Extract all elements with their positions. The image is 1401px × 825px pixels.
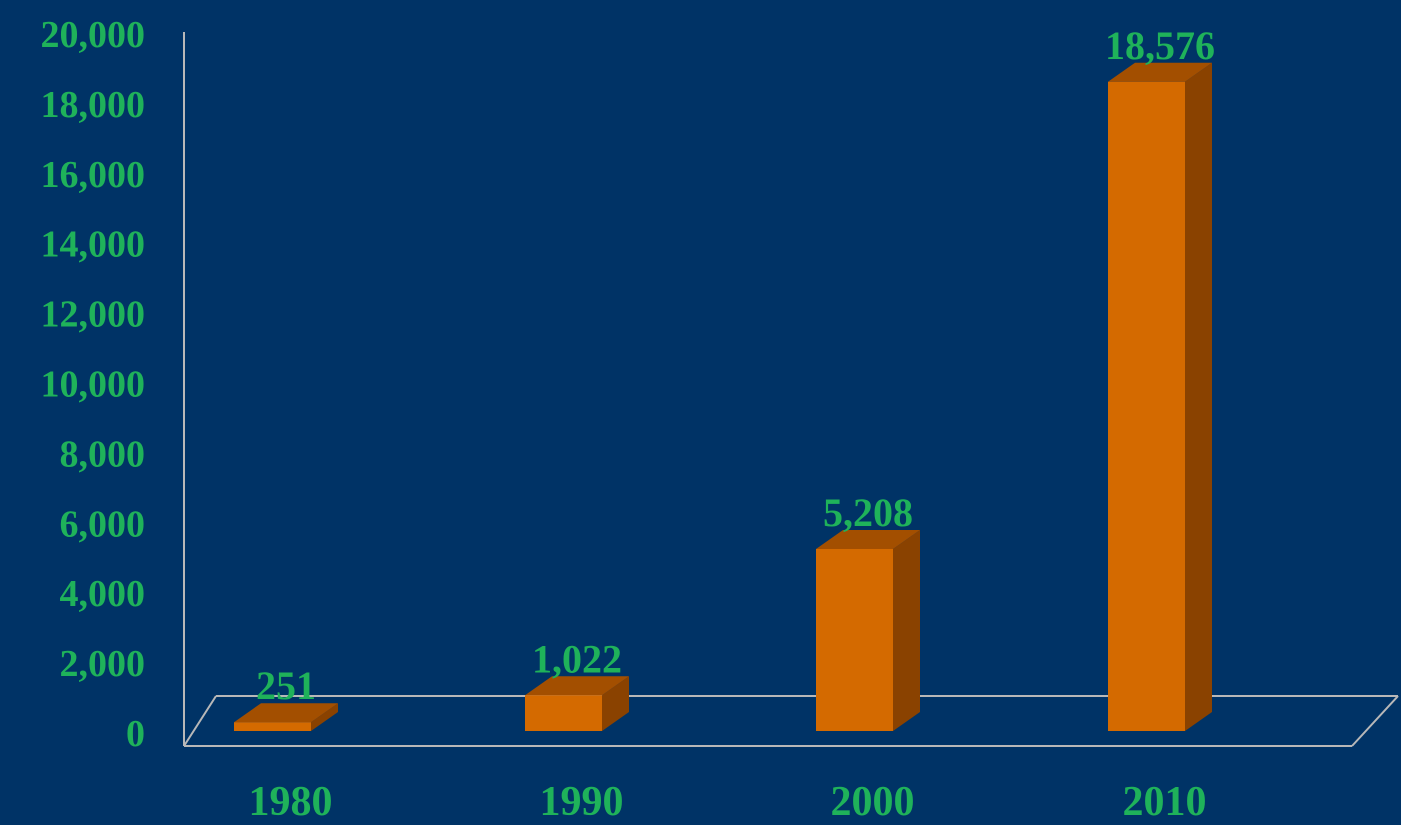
y-tick-label: 4,000 <box>60 573 146 615</box>
bar-2000 <box>816 529 920 731</box>
y-tick-label: 16,000 <box>41 154 146 196</box>
floor-right-edge <box>1351 695 1399 747</box>
bar-front-face <box>234 722 311 731</box>
bar-side-face <box>311 703 338 731</box>
bar-2010 <box>1108 62 1212 731</box>
data-label: 18,576 <box>1105 23 1215 68</box>
y-tick-labels: 0 2,000 4,000 6,000 8,000 10,000 12,000 14,000 1… <box>41 14 146 755</box>
y-tick-label: 18,000 <box>41 84 146 126</box>
bar-top-face <box>1108 62 1212 82</box>
data-labels: 251 1,022 5,208 18,576 <box>256 23 1215 708</box>
bar-top-face <box>816 529 920 549</box>
bar-1990 <box>525 676 629 731</box>
y-tick-label: 14,000 <box>41 224 146 266</box>
y-tick-label: 10,000 <box>41 364 146 406</box>
y-tick-label: 6,000 <box>60 503 146 545</box>
data-label: 1,022 <box>532 636 622 681</box>
x-tick-label: 1990 <box>540 779 624 820</box>
y-tick-label: 0 <box>126 713 145 755</box>
x-tick-labels: 1980 1990 2000 2010 <box>249 779 1207 825</box>
floor-left-edge <box>183 695 217 747</box>
bar-side-face <box>1185 62 1212 731</box>
data-label: 251 <box>256 663 316 708</box>
bar-1980 <box>234 703 338 731</box>
bar-front-face <box>525 695 602 731</box>
bar-side-face <box>602 676 629 731</box>
bar-side-face <box>893 529 920 731</box>
bar-top-face <box>525 676 629 696</box>
bar-front-face <box>1108 81 1185 731</box>
data-label: 5,208 <box>823 490 913 535</box>
x-tick-label: 2000 <box>831 779 915 820</box>
bar-top-face <box>234 703 338 723</box>
y-tick-label: 20,000 <box>41 14 146 56</box>
bar-front-face <box>816 548 893 731</box>
y-tick-label: 2,000 <box>60 643 146 685</box>
x-tick-label: 2010 <box>1123 779 1207 820</box>
y-tick-label: 12,000 <box>41 294 146 336</box>
y-tick-label: 8,000 <box>60 433 146 475</box>
chart-floor <box>183 695 1399 747</box>
bars <box>234 62 1212 731</box>
x-tick-label: 1980 <box>249 779 333 820</box>
